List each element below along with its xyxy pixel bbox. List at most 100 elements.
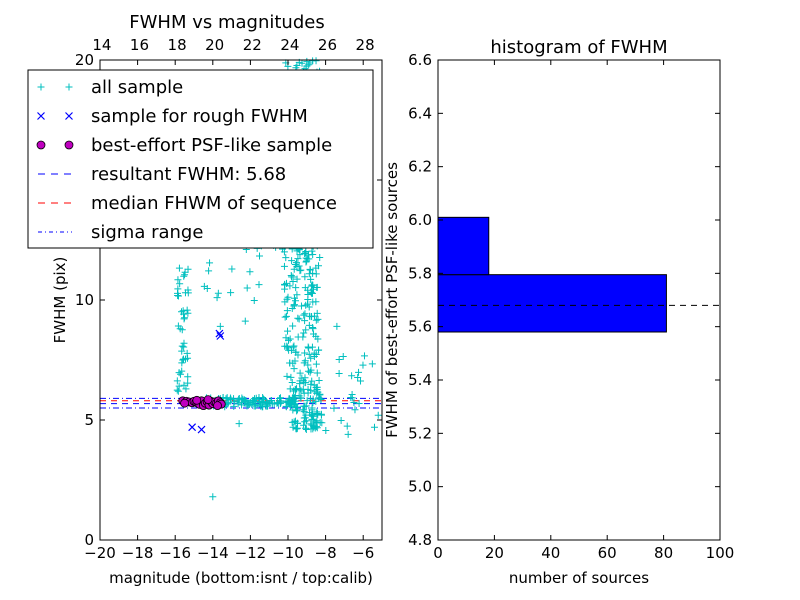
histogram-frame <box>437 59 721 541</box>
all-sample-point <box>374 411 382 419</box>
all-sample-point <box>184 265 192 273</box>
all-sample-point <box>302 301 310 309</box>
all-sample-point <box>313 417 321 425</box>
all-sample-point <box>348 394 356 402</box>
all-sample-point <box>288 378 296 386</box>
legend-marker <box>65 112 73 120</box>
all-sample-point <box>284 327 292 335</box>
all-sample-point <box>180 272 188 280</box>
scatter-x-tick-label: −12 <box>235 544 267 562</box>
all-sample-point <box>292 297 300 305</box>
all-sample-point <box>339 353 347 361</box>
all-sample-point <box>178 308 186 316</box>
all-sample-point <box>181 268 189 276</box>
histogram-y-axis: 4.8 5.0 5.2 5.4 5.6 5.8 6.0 6.2 6.4 6.6 <box>408 51 720 549</box>
legend-label: median FHWM of sequence <box>91 193 337 214</box>
scatter-y-tick-label: 10 <box>75 291 94 309</box>
all-sample-point <box>245 399 253 407</box>
all-sample-point <box>233 397 241 405</box>
histogram-x-tick-label: 60 <box>598 544 617 562</box>
all-sample-point <box>344 430 352 438</box>
all-sample-point <box>357 377 365 385</box>
psf-sample-point <box>203 395 213 405</box>
all-sample-point <box>355 400 363 408</box>
histogram-x-tick-label: 0 <box>433 544 443 562</box>
legend-label: sigma range <box>91 222 203 243</box>
all-sample-point <box>180 315 188 323</box>
scatter-y-label: FWHM (pix) <box>51 257 69 344</box>
all-sample-point <box>305 61 313 69</box>
all-sample-point <box>292 259 300 267</box>
all-sample-point <box>300 359 308 367</box>
all-sample-point <box>309 298 317 306</box>
all-sample-point <box>304 361 312 369</box>
all-sample-point <box>313 309 321 317</box>
scatter-legend: all sample sample for rough FWHM best-effo… <box>27 69 374 249</box>
scatter-top-tick-label: 18 <box>168 36 187 54</box>
all-sample-point <box>303 257 311 265</box>
all-sample-point <box>308 247 316 255</box>
rough-sample-point <box>188 423 197 432</box>
all-sample-point <box>282 279 290 287</box>
psf-sample-point <box>180 398 190 408</box>
all-sample-point <box>294 255 302 263</box>
all-sample-point <box>317 395 325 403</box>
all-sample-point <box>176 280 184 288</box>
all-sample-point <box>290 365 298 373</box>
scatter-x-tick-label: −20 <box>84 544 116 562</box>
all-sample-point <box>337 416 345 424</box>
all-sample-point <box>301 284 309 292</box>
all-sample-point <box>200 282 208 290</box>
scatter-top-tick-label: 28 <box>356 36 375 54</box>
all-sample-point <box>283 372 291 380</box>
histogram-y-tick-label: 6.2 <box>408 158 432 176</box>
all-sample-point <box>294 333 302 341</box>
all-sample-point <box>309 269 317 277</box>
all-sample-point <box>297 302 305 310</box>
all-sample-point <box>287 373 295 381</box>
histogram-bars <box>437 216 667 333</box>
all-sample-point <box>259 395 267 403</box>
all-sample-point <box>330 404 338 412</box>
all-sample-point <box>308 343 316 351</box>
all-sample-point <box>307 380 315 388</box>
all-sample-point <box>287 346 295 354</box>
all-sample-point <box>255 281 263 289</box>
histogram-x-label: number of sources <box>509 569 649 587</box>
all-sample-point <box>178 347 186 355</box>
all-sample-point <box>312 264 320 272</box>
all-sample-point <box>275 400 283 408</box>
all-sample-point <box>309 289 317 297</box>
all-sample-point <box>280 262 288 270</box>
all-sample-point <box>184 379 192 387</box>
all-sample-point <box>312 332 320 340</box>
all-sample-point <box>289 322 297 330</box>
histogram-y-tick-label: 5.6 <box>408 318 432 336</box>
scatter-x-tick-label: −16 <box>159 544 191 562</box>
histogram-x-tick-label: 100 <box>706 544 735 562</box>
all-sample-point <box>312 57 320 65</box>
all-sample-point <box>294 314 302 322</box>
histogram-y-tick-label: 5.4 <box>408 371 432 389</box>
all-sample-point <box>290 418 298 426</box>
all-sample-point <box>230 402 238 410</box>
all-sample-point <box>234 400 242 408</box>
all-sample-point <box>228 265 236 273</box>
rough-sample-point <box>216 332 225 340</box>
all-sample-point <box>308 406 316 414</box>
legend-marker <box>36 140 46 150</box>
all-sample-point <box>293 407 301 415</box>
all-sample-point <box>307 354 315 362</box>
all-sample-point <box>213 294 221 302</box>
all-sample-point <box>370 423 378 431</box>
all-sample-point <box>286 335 294 343</box>
all-sample-point <box>348 372 356 380</box>
all-sample-point <box>302 248 310 256</box>
scatter-y-tick-label: 5 <box>84 411 94 429</box>
all-sample-point <box>304 296 312 304</box>
all-sample-point <box>302 402 310 410</box>
all-sample-point <box>300 389 308 397</box>
all-sample-point <box>281 313 289 321</box>
all-sample-point <box>292 284 300 292</box>
all-sample-point <box>303 397 311 405</box>
